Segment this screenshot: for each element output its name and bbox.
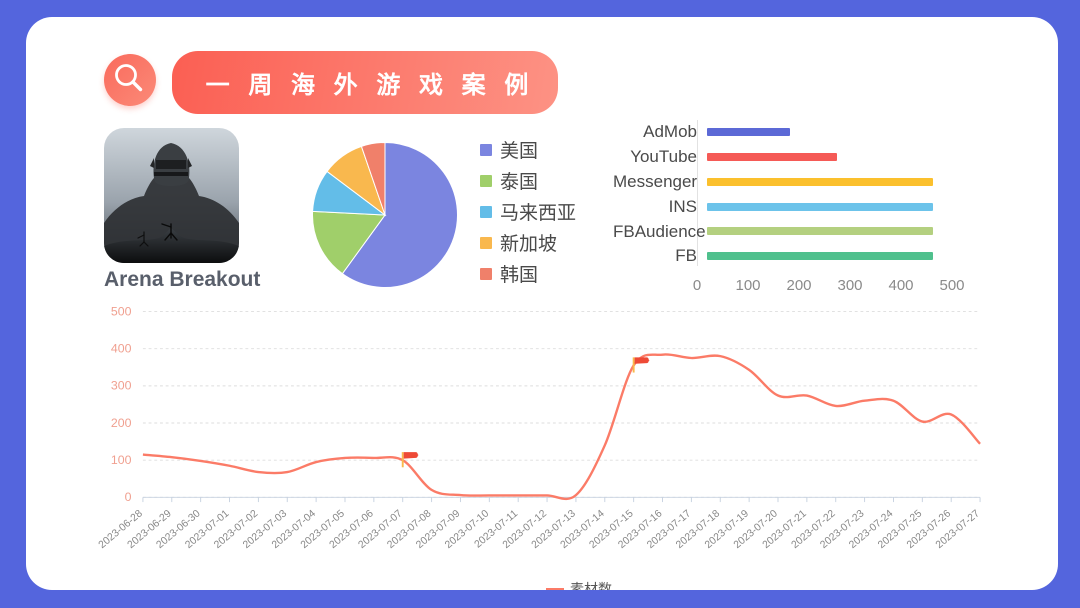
svg-text:100: 100: [111, 453, 132, 467]
svg-text:500: 500: [111, 304, 132, 318]
svg-text:200: 200: [111, 416, 132, 430]
svg-text:400: 400: [111, 342, 132, 356]
svg-text:0: 0: [125, 490, 132, 504]
svg-text:300: 300: [111, 379, 132, 393]
